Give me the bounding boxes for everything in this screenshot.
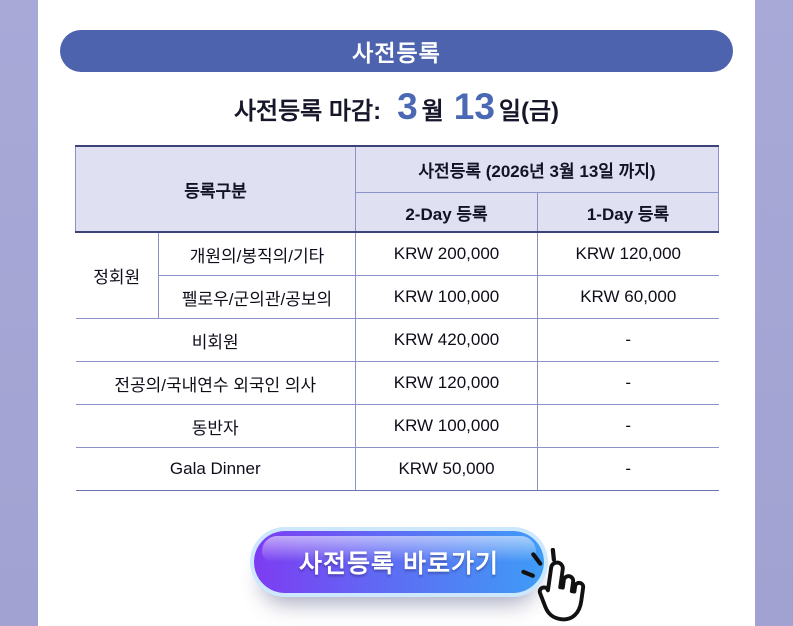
pre-registration-button[interactable]: 사전등록 바로가기 bbox=[254, 531, 544, 593]
deadline-day-number: 13 bbox=[453, 86, 495, 127]
table-row: 정회원 개원의/봉직의/기타 KRW 200,000 KRW 120,000 bbox=[75, 232, 719, 319]
cell-category: Gala Dinner bbox=[75, 447, 356, 491]
cell-1day-fee: - bbox=[536, 318, 719, 362]
cell-2day-fee: KRW 420,000 bbox=[355, 318, 538, 362]
table-row: 전공의/국내연수 외국인 의사 KRW 120,000 - bbox=[75, 361, 719, 405]
deadline-month-suffix: 월 bbox=[421, 98, 444, 125]
column-header-registration-category: 등록구분 bbox=[75, 145, 356, 233]
cell-1day-fee: - bbox=[536, 361, 719, 405]
content-card: 사전등록 사전등록 마감: 3 월 13 일(금) 등록구분 사전등록 (202… bbox=[38, 0, 755, 626]
cell-1day-fee: - bbox=[536, 404, 719, 448]
section-title: 사전등록 bbox=[352, 40, 441, 66]
pre-registration-button-label: 사전등록 바로가기 bbox=[299, 550, 499, 578]
cell-category: 동반자 bbox=[75, 404, 356, 448]
cell-2day-fee: KRW 100,000 bbox=[355, 404, 538, 448]
table-row: 동반자 KRW 100,000 - bbox=[75, 404, 719, 448]
cell-2day-fee: KRW 120,000 bbox=[355, 361, 538, 405]
deadline-line: 사전등록 마감: 3 월 13 일(금) bbox=[38, 88, 755, 132]
table-row: 펠로우/군의관/공보의 KRW 100,000 KRW 60,000 bbox=[76, 275, 719, 319]
cell-1day-fee: KRW 60,000 bbox=[536, 275, 719, 319]
cell-category: 비회원 bbox=[75, 318, 356, 362]
deadline-day-suffix: 일(금) bbox=[498, 98, 560, 125]
registration-fee-table: 등록구분 사전등록 (2026년 3월 13일 까지) 2-Day 등록 1-D… bbox=[75, 145, 720, 491]
cell-category: 전공의/국내연수 외국인 의사 bbox=[75, 361, 356, 405]
cell-2day-fee: KRW 200,000 bbox=[355, 232, 538, 276]
cell-category: 개원의/봉직의/기타 bbox=[158, 232, 356, 276]
section-title-banner: 사전등록 bbox=[60, 30, 733, 72]
table-row: 비회원 KRW 420,000 - bbox=[75, 318, 719, 362]
cell-1day-fee: KRW 120,000 bbox=[536, 232, 719, 276]
cell-member-group: 정회원 bbox=[75, 232, 159, 319]
column-header-2day: 2-Day 등록 bbox=[355, 192, 538, 233]
column-header-prereg-period: 사전등록 (2026년 3월 13일 까지) bbox=[354, 145, 720, 193]
cell-category: 펠로우/군의관/공보의 bbox=[158, 275, 356, 319]
column-header-1day: 1-Day 등록 bbox=[536, 192, 720, 233]
deadline-month-number: 3 bbox=[397, 86, 418, 127]
deadline-prefix: 사전등록 마감: bbox=[233, 98, 382, 125]
cell-2day-fee: KRW 50,000 bbox=[355, 447, 538, 491]
cell-2day-fee: KRW 100,000 bbox=[355, 275, 538, 319]
table-row: Gala Dinner KRW 50,000 - bbox=[75, 447, 719, 491]
cell-1day-fee: - bbox=[536, 447, 719, 491]
